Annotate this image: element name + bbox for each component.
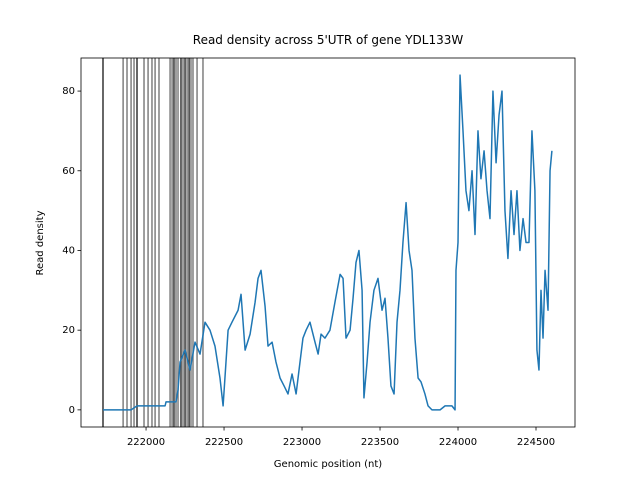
x-tick-label: 224000 xyxy=(439,437,477,448)
data-line xyxy=(102,74,553,411)
y-tick-label: 60 xyxy=(62,166,75,177)
x-tick-label: 222000 xyxy=(127,437,165,448)
chart-title: Read density across 5'UTR of gene YDL133… xyxy=(193,33,464,47)
x-tick-label: 223000 xyxy=(283,437,321,448)
y-tick-label: 40 xyxy=(62,245,75,256)
y-axis-label: Read density xyxy=(35,210,46,275)
x-tick-label: 224500 xyxy=(517,437,555,448)
x-tick-label: 222500 xyxy=(205,437,243,448)
x-tick-label: 223500 xyxy=(361,437,399,448)
y-tick-label: 0 xyxy=(69,405,75,416)
y-tick-label: 20 xyxy=(62,325,75,336)
x-axis-label: Genomic position (nt) xyxy=(274,459,383,470)
plot-frame xyxy=(80,57,576,428)
y-tick-label: 80 xyxy=(62,86,75,97)
